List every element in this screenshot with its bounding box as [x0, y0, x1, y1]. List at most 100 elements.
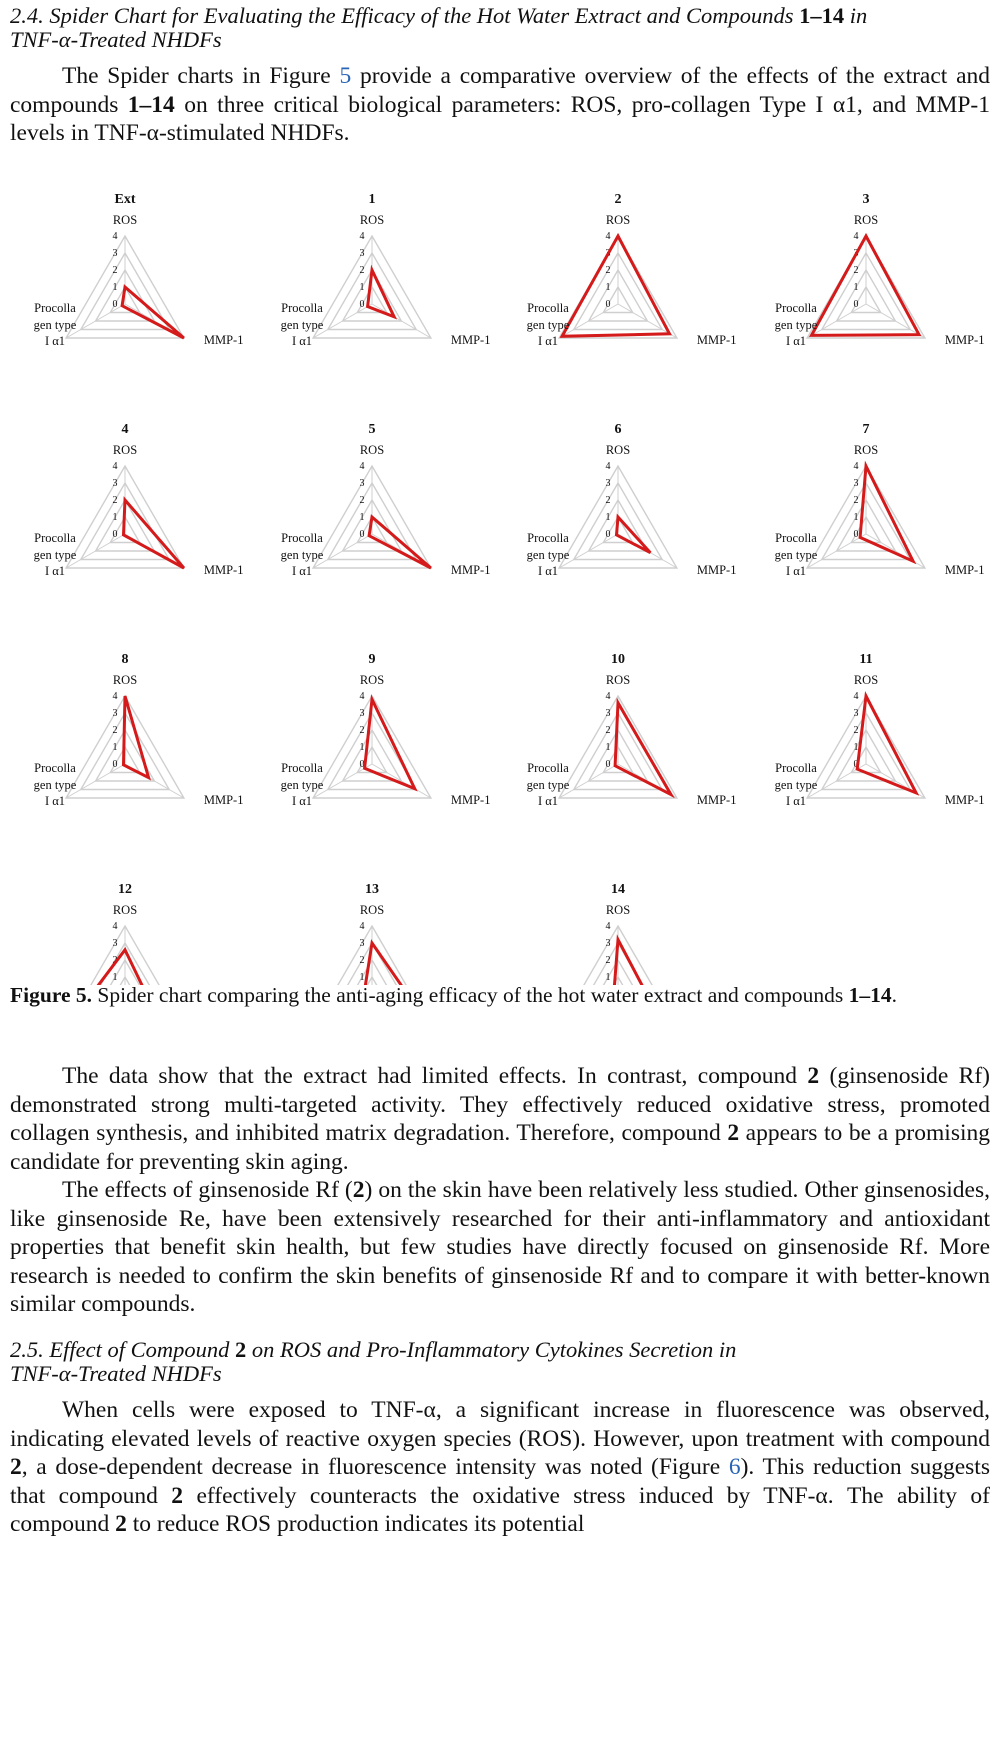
tick-label: 1	[854, 512, 859, 523]
section-number: 2.5.	[10, 1337, 44, 1362]
data-series-polygon	[121, 496, 186, 570]
axis-label-procollagen: gen type	[775, 548, 818, 562]
section-number: 2.4.	[10, 3, 44, 28]
grid-ring	[64, 464, 186, 569]
section-title-line2: TNF-α-Treated NHDFs	[10, 1361, 222, 1386]
axis-label-mmp1: MMP-1	[204, 793, 244, 807]
tick-label: 3	[113, 708, 118, 719]
axis-label-ros: ROS	[113, 903, 137, 917]
tick-label: 4	[606, 691, 611, 702]
intro-text: The Spider charts in Figure	[62, 63, 331, 89]
axis-label-procollagen: I α1	[786, 794, 806, 808]
para-text: ). This reduction suggests that compound	[10, 1454, 990, 1509]
axis-label-mmp1: MMP-1	[697, 793, 737, 807]
tick-label: 3	[606, 708, 611, 719]
axis-label-procollagen: Procolla	[281, 761, 323, 775]
chart-title: 3	[863, 192, 870, 207]
grid-ring	[341, 268, 403, 322]
axis-label-procollagen: I α1	[538, 564, 558, 578]
tick-label: 1	[360, 742, 365, 753]
tick-label: 0	[360, 529, 365, 540]
chart-title: 14	[611, 882, 625, 897]
axis-label-procollagen: I α1	[45, 334, 65, 348]
compound-number: 2	[115, 1511, 127, 1537]
figure-5: Ext 0 1 2 3 4 ROS MMP-1 Procolla gen type I α1 1 0 1 2…	[0, 185, 1001, 1090]
tick-label: 2	[360, 955, 365, 966]
axis-label-procollagen: gen type	[281, 548, 324, 562]
grid-spoke	[65, 763, 126, 799]
compound-number: 2	[234, 1337, 247, 1362]
grid-spoke	[65, 303, 126, 339]
chart-title: 6	[615, 422, 622, 437]
axis-label-ros: ROS	[606, 673, 630, 687]
grid-spoke	[65, 533, 126, 569]
axis-label-procollagen: Procolla	[34, 531, 76, 545]
tick-label: 3	[360, 478, 365, 489]
tick-label: 4	[360, 691, 365, 702]
tick-label: 3	[360, 248, 365, 259]
grid-ring	[835, 728, 897, 782]
grid-ring	[557, 694, 679, 799]
grid-ring	[311, 464, 433, 569]
axis-label-ros: ROS	[854, 673, 878, 687]
grid-ring	[850, 515, 882, 544]
grid-ring	[587, 498, 649, 552]
tick-label: 1	[113, 972, 118, 983]
grid-ring	[356, 515, 388, 544]
chart-title: 1	[369, 192, 376, 207]
tick-label: 1	[113, 742, 118, 753]
compound-range: 1–14	[848, 983, 892, 1007]
tick-label: 2	[113, 955, 118, 966]
figure-5-link[interactable]: 5	[339, 63, 352, 89]
grid-spoke	[312, 303, 373, 339]
results-paragraph: The data show that the extract had limit…	[10, 1062, 990, 1319]
compound-number: 2	[171, 1482, 184, 1509]
tick-label: 4	[606, 231, 611, 242]
tick-label: 4	[606, 461, 611, 472]
tick-label: 1	[113, 512, 118, 523]
para-text: appears to be a promising candidate for …	[10, 1120, 990, 1175]
axis-label-ros: ROS	[360, 213, 384, 227]
grid-ring	[337, 924, 407, 985]
tick-label: 3	[113, 248, 118, 259]
grid-spoke	[558, 303, 619, 339]
grid-ring	[94, 498, 156, 552]
axis-label-mmp1: MMP-1	[451, 563, 491, 577]
axis-label-mmp1: MMP-1	[945, 793, 985, 807]
axis-label-mmp1: MMP-1	[204, 333, 244, 347]
tick-label: 1	[606, 742, 611, 753]
tick-label: 0	[360, 299, 365, 310]
tick-label: 0	[360, 759, 365, 770]
axis-label-ros: ROS	[606, 903, 630, 917]
para-text: The effects of ginsenoside Rf (	[62, 1177, 353, 1203]
axis-label-procollagen: I α1	[786, 334, 806, 348]
tick-label: 3	[113, 478, 118, 489]
grid-ring	[572, 711, 664, 791]
tick-label: 0	[606, 529, 611, 540]
axis-label-ros: ROS	[113, 673, 137, 687]
figure-6-link[interactable]: 6	[728, 1454, 741, 1480]
data-series-polygon	[120, 284, 185, 340]
tick-label: 2	[113, 495, 118, 506]
tick-label: 4	[113, 461, 118, 472]
tick-label: 3	[606, 478, 611, 489]
grid-ring	[79, 481, 171, 561]
chart-title: 12	[118, 882, 132, 897]
grid-ring	[341, 728, 403, 782]
tick-label: 4	[113, 231, 118, 242]
grid-ring	[64, 694, 186, 799]
grid-ring	[326, 481, 418, 561]
tick-label: 4	[360, 231, 365, 242]
tick-label: 4	[854, 231, 859, 242]
chart-title: 8	[122, 652, 129, 667]
chart-title: 7	[863, 422, 870, 437]
axis-label-procollagen: Procolla	[527, 531, 569, 545]
grid-ring	[90, 924, 160, 985]
axis-label-procollagen: I α1	[538, 334, 558, 348]
axis-label-mmp1: MMP-1	[945, 563, 985, 577]
grid-ring	[79, 251, 171, 331]
grid-ring	[583, 924, 653, 985]
chart-title: 9	[369, 652, 376, 667]
tick-label: 3	[113, 938, 118, 949]
chart-title: 10	[611, 652, 625, 667]
